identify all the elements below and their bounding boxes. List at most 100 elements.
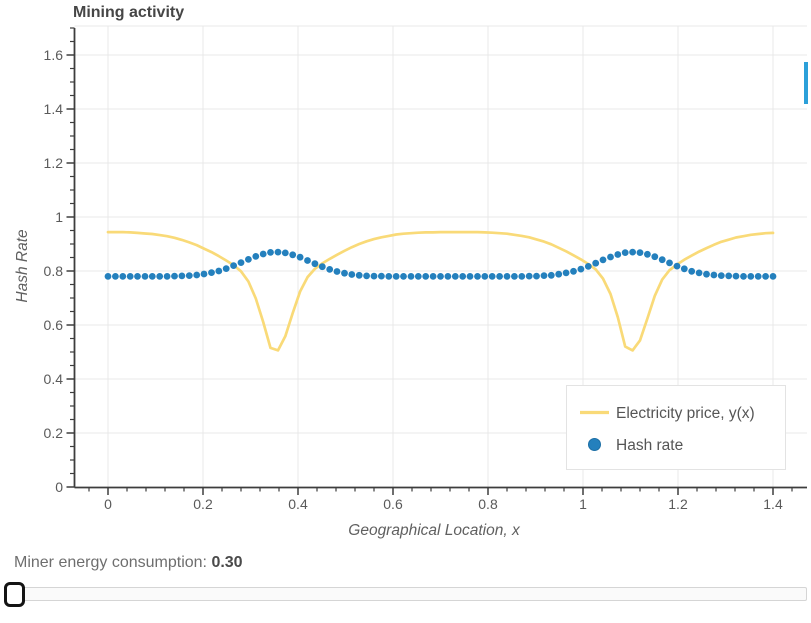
y-tick-label: 1.4 [44, 101, 64, 117]
hash-rate-dot [237, 259, 245, 266]
scrollbar-thumb[interactable] [804, 62, 808, 104]
hash-rate-dot [348, 271, 356, 278]
hash-rate-dot [710, 271, 718, 279]
hash-rate-dot [215, 267, 223, 275]
hash-rate-dot [304, 257, 311, 264]
hash-rate-dot [562, 269, 570, 277]
hash-rate-dot [599, 256, 607, 264]
y-tick-label: 1 [55, 209, 63, 225]
y-tick-label: 1.2 [44, 155, 64, 171]
miner-energy-consumption-value: 0.30 [211, 554, 243, 571]
hash-rate-dot [414, 273, 422, 280]
hash-rate-dot [496, 273, 503, 280]
hash-rate-dot [533, 272, 540, 280]
energy-slider-track[interactable] [6, 587, 807, 601]
hash-rate-dot [296, 253, 304, 261]
hash-rate-dot [200, 270, 208, 278]
hash-rate-dot [104, 273, 112, 280]
energy-slider-thumb[interactable] [4, 582, 25, 607]
hash-rate-dot [252, 253, 260, 260]
hash-rate-dot [400, 273, 407, 280]
x-tick-label: 0.2 [193, 496, 213, 512]
y-tick-label: 0.6 [44, 317, 64, 333]
hash-rate-dot [444, 273, 452, 280]
hash-rate-dot [259, 250, 267, 258]
hash-rate-dot [481, 273, 489, 280]
miner-energy-consumption-text: Miner energy consumption: [14, 554, 212, 571]
hash-rate-dot [725, 272, 733, 280]
hash-rate-dot [422, 273, 430, 280]
hash-rate-dot [688, 267, 696, 275]
hash-rate-dot [126, 273, 134, 280]
miner-energy-consumption-label: Miner energy consumption: 0.30 [14, 554, 243, 572]
hash-rate-dot [525, 272, 533, 280]
hash-rate-dot [333, 268, 341, 275]
x-tick-label: 0 [104, 496, 112, 512]
hash-rate-dot [274, 248, 282, 256]
y-tick-label: 0.2 [44, 425, 64, 441]
x-tick-label: 1.4 [763, 496, 783, 512]
legend-label: Electricity price, y(x) [616, 405, 755, 422]
y-tick-label: 0.8 [44, 263, 64, 279]
hash-rate-dot [208, 269, 215, 276]
hash-rate-dot [644, 250, 651, 258]
hash-rate-dot [459, 273, 467, 280]
y-axis-title: Hash Rate [14, 229, 31, 303]
x-tick-label: 0.8 [478, 496, 498, 512]
hash-rate-dot [732, 272, 740, 280]
hash-rate-dot [621, 249, 629, 256]
hash-rate-dot [385, 273, 393, 280]
hash-rate-dot [636, 249, 644, 256]
hash-rate-dot [267, 249, 274, 256]
x-tick-label: 0.6 [383, 496, 403, 512]
hash-rate-dot [607, 253, 614, 261]
hash-rate-dot [318, 263, 326, 271]
hash-rate-dot [769, 273, 777, 280]
hash-rate-dot [577, 265, 585, 273]
hash-rate-dot [740, 273, 747, 280]
hash-rate-dot [658, 256, 666, 264]
hash-rate-dot [466, 273, 474, 280]
chart-title: Mining activity [73, 4, 185, 21]
hash-rate-dot [355, 271, 363, 279]
hash-rate-dot [163, 273, 171, 280]
hash-rate-dot [451, 273, 459, 280]
hash-rate-dot [762, 273, 769, 280]
hash-rate-dot [289, 251, 297, 259]
legend-label: Hash rate [616, 437, 683, 454]
hash-rate-dot [178, 272, 186, 280]
hash-rate-dot [673, 262, 681, 270]
hash-rate-dot [592, 259, 600, 267]
legend-box [566, 385, 786, 470]
hash-rate-dot [488, 273, 496, 280]
hash-rate-dot [245, 256, 252, 263]
hash-rate-dot [141, 273, 149, 280]
hash-rate-dot [326, 266, 334, 273]
y-tick-label: 1.6 [44, 47, 64, 63]
hash-rate-dot [614, 251, 622, 258]
y-tick-label: 0.4 [44, 371, 64, 387]
hash-rate-dot [370, 272, 378, 280]
hash-rate-dot [407, 273, 415, 280]
hash-rate-dot [156, 273, 164, 280]
hash-rate-dot [570, 267, 577, 275]
hash-rate-dot [119, 273, 127, 280]
hash-rate-dot [134, 273, 141, 280]
hash-rate-dot [651, 253, 659, 261]
hash-rate-dot [747, 273, 755, 280]
hash-rate-dot [703, 270, 710, 278]
hash-rate-dot [584, 263, 592, 270]
hash-rate-dot [281, 249, 289, 257]
hash-rate-dot [540, 272, 548, 279]
hash-rate-dot [311, 260, 319, 268]
hash-rate-dot [680, 265, 688, 273]
hash-rate-dot [474, 273, 481, 280]
hash-rate-dot [148, 273, 156, 280]
hash-rate-dot [503, 273, 511, 280]
legend-dot-sample [588, 438, 601, 451]
hash-rate-dot [555, 270, 563, 278]
hash-rate-dot [518, 273, 526, 280]
hash-rate-dot [754, 273, 762, 280]
hash-rate-dot [717, 272, 725, 279]
